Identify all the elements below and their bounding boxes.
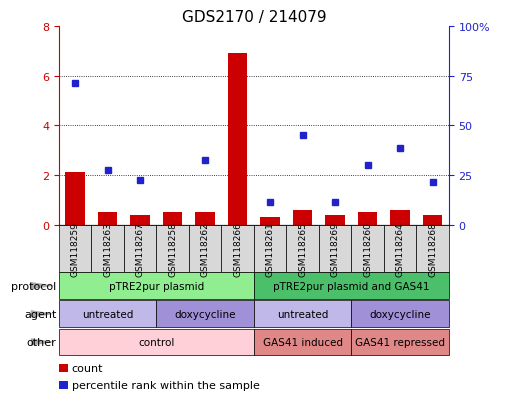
Bar <box>66 173 85 225</box>
Bar <box>293 210 312 225</box>
Bar <box>358 213 378 225</box>
Text: percentile rank within the sample: percentile rank within the sample <box>72 380 260 390</box>
Text: GSM118266: GSM118266 <box>233 221 242 276</box>
Text: GSM118258: GSM118258 <box>168 221 177 276</box>
Bar <box>228 54 247 225</box>
Text: GAS41 repressed: GAS41 repressed <box>355 337 445 347</box>
Text: GSM118265: GSM118265 <box>298 221 307 276</box>
Text: GSM118261: GSM118261 <box>266 221 274 276</box>
Text: GSM118259: GSM118259 <box>71 221 80 276</box>
Text: GSM118260: GSM118260 <box>363 221 372 276</box>
Bar <box>325 215 345 225</box>
Text: untreated: untreated <box>277 309 328 319</box>
Text: untreated: untreated <box>82 309 133 319</box>
Text: pTRE2pur plasmid and GAS41: pTRE2pur plasmid and GAS41 <box>273 281 430 291</box>
Text: GSM118263: GSM118263 <box>103 221 112 276</box>
Text: GSM118269: GSM118269 <box>331 221 340 276</box>
Text: GSM118262: GSM118262 <box>201 221 210 276</box>
Text: pTRE2pur plasmid: pTRE2pur plasmid <box>109 281 204 291</box>
Bar <box>195 213 215 225</box>
Bar <box>130 215 150 225</box>
Text: count: count <box>72 363 103 373</box>
Bar <box>261 218 280 225</box>
Text: GDS2170 / 214079: GDS2170 / 214079 <box>182 10 326 25</box>
Text: GSM118267: GSM118267 <box>136 221 145 276</box>
Bar <box>98 213 117 225</box>
Text: GSM118268: GSM118268 <box>428 221 437 276</box>
Text: other: other <box>27 337 56 347</box>
Text: control: control <box>139 337 174 347</box>
Text: doxycycline: doxycycline <box>369 309 431 319</box>
Text: GSM118264: GSM118264 <box>396 221 405 276</box>
Text: doxycycline: doxycycline <box>174 309 236 319</box>
Bar <box>163 213 183 225</box>
Text: agent: agent <box>24 309 56 319</box>
Bar <box>423 215 442 225</box>
Text: protocol: protocol <box>11 281 56 291</box>
Text: GAS41 induced: GAS41 induced <box>263 337 343 347</box>
Bar <box>390 210 410 225</box>
